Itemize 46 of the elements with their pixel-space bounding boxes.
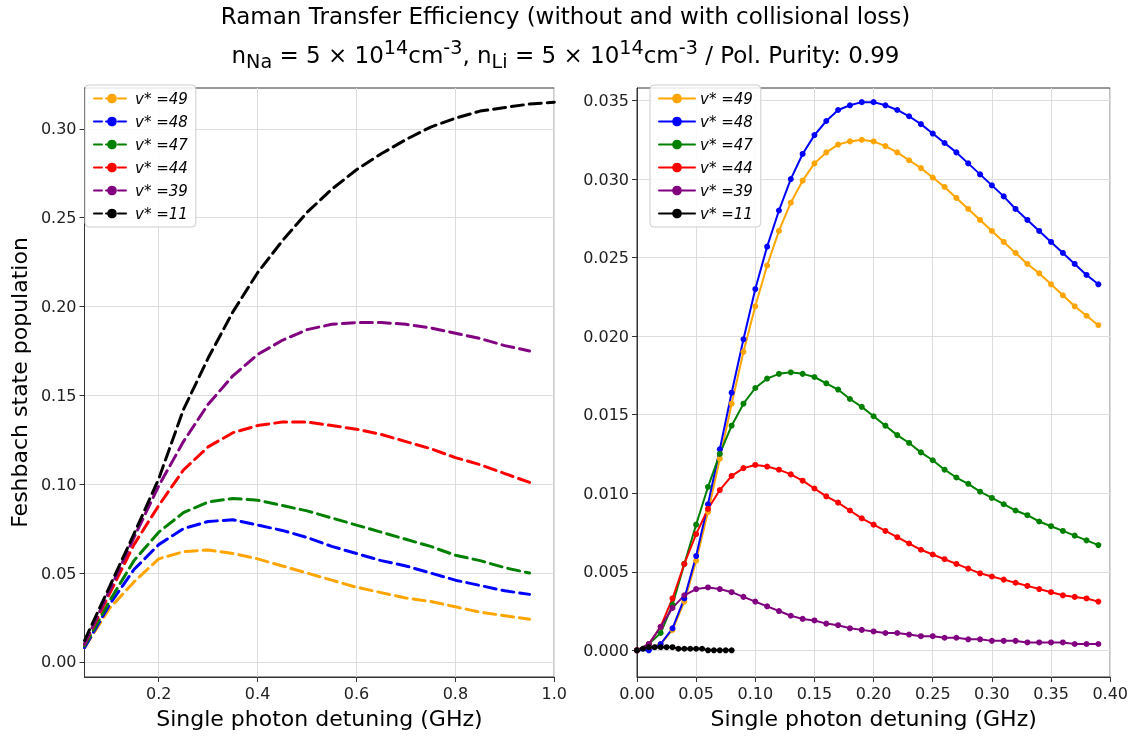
y-tick-label: 0.020 — [583, 326, 629, 346]
y-tick-label: 0.05 — [40, 563, 77, 583]
x-axis-title: Single photon detuning (GHz) — [710, 705, 1037, 731]
x-tick-label: 0.2 — [145, 683, 172, 703]
x-tick-label: 0.10 — [737, 683, 774, 703]
legend-label: v* =39 — [135, 181, 188, 200]
y-tick-label: 0.20 — [40, 297, 77, 317]
y-axis-title: Feshbach state population — [6, 237, 32, 528]
y-tick-label: 0.25 — [40, 208, 77, 228]
x-tick-label: 0.25 — [914, 683, 951, 703]
x-tick-label: 0.40 — [1092, 683, 1128, 703]
legend-label: v* =11 — [135, 204, 188, 223]
x-tick-label: 0.00 — [619, 683, 655, 703]
legend-label: v* =49 — [135, 89, 188, 108]
chart-title: Raman Transfer Efficiency (without and with collisional loss) — [219, 2, 912, 31]
legend-label: v* =47 — [700, 135, 754, 154]
x-tick-label: 0.4 — [244, 683, 271, 703]
x-tick-label: 0.20 — [855, 683, 892, 703]
legend-label: v* =47 — [135, 135, 189, 154]
legend-label: v* =48 — [700, 112, 753, 131]
x-tick-label: 1.0 — [541, 683, 567, 703]
y-tick-label: 0.15 — [40, 385, 77, 405]
x-tick-label: 0.30 — [974, 683, 1010, 703]
text: n$_{Na}$ = 5 × 10$^{14}$cm$^{-3}$, n$_{Li}$ = 5 × 10$^{14}$cm$^{-3}$ / Pol. Purity: 0.99 — [231, 36, 900, 74]
y-tick-label: 0.035 — [583, 91, 629, 111]
legend-label: v* =44 — [135, 158, 188, 177]
legend-label: v* =44 — [700, 158, 753, 177]
y-tick-label: 0.015 — [583, 405, 629, 425]
x-axis-title: Single photon detuning (GHz) — [156, 705, 483, 731]
y-tick-label: 0.30 — [40, 119, 77, 139]
x-tick-label: 0.35 — [1033, 683, 1069, 703]
legend-label: v* =49 — [700, 89, 753, 108]
y-tick-label: 0.030 — [583, 169, 629, 189]
y-tick-label: 0.000 — [583, 640, 629, 660]
y-tick-label: 0.010 — [583, 483, 629, 503]
y-tick-label: 0.00 — [40, 652, 77, 672]
y-tick-label: 0.005 — [583, 562, 629, 582]
x-tick-label: 0.6 — [343, 683, 370, 703]
x-tick-label: 0.8 — [442, 683, 469, 703]
legend-label: v* =48 — [135, 112, 188, 131]
x-tick-label: 0.15 — [796, 683, 833, 703]
y-tick-label: 0.10 — [40, 474, 77, 494]
y-tick-label: 0.025 — [583, 248, 629, 268]
legend-label: v* =39 — [700, 181, 753, 200]
x-tick-label: 0.05 — [678, 683, 714, 703]
legend-label: v* =11 — [700, 204, 753, 223]
